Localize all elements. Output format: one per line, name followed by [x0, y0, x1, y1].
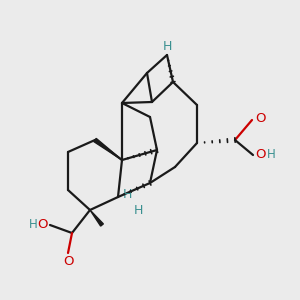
- Text: O: O: [255, 112, 266, 124]
- Text: H: H: [267, 148, 276, 161]
- Polygon shape: [90, 210, 104, 226]
- Polygon shape: [94, 138, 122, 160]
- Text: O: O: [63, 255, 73, 268]
- Text: H: H: [123, 188, 132, 202]
- Text: O: O: [38, 218, 48, 232]
- Text: H: H: [133, 203, 143, 217]
- Text: O: O: [255, 148, 266, 161]
- Text: H: H: [162, 40, 172, 53]
- Text: H: H: [29, 218, 38, 232]
